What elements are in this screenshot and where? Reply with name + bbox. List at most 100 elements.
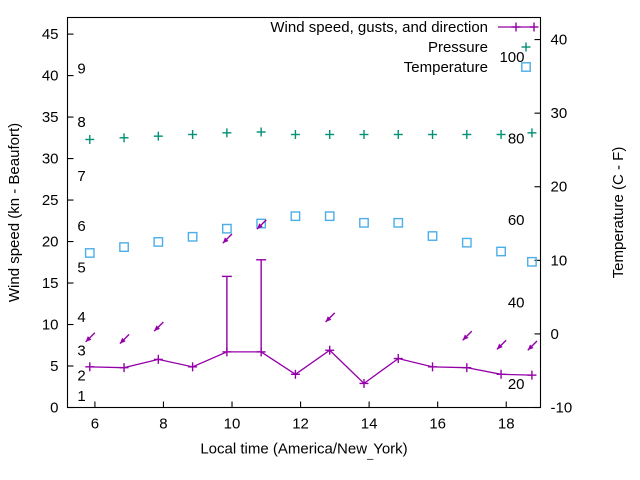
wind-direction-arrow	[119, 333, 130, 345]
x-axis-tick-label: 8	[159, 416, 167, 433]
pressure-marker	[359, 130, 369, 139]
temperature-marker	[461, 237, 472, 248]
pressure-marker	[222, 128, 232, 138]
temperature-marker	[359, 217, 369, 228]
beaufort-inner-label: 7	[77, 168, 85, 185]
fahrenheit-inner-label: 20	[508, 376, 525, 393]
temperature-marker	[527, 256, 537, 267]
fahrenheit-inner-label: 40	[508, 295, 525, 312]
legend-label: Temperature	[404, 59, 488, 76]
fahrenheit-inner-label: 80	[508, 130, 525, 147]
beaufort-inner-label: 9	[77, 60, 85, 77]
legend-sample-marker	[521, 42, 531, 52]
y2-axis-tick-label: 40	[551, 32, 568, 49]
wind-speed-marker	[428, 362, 438, 372]
wind-direction-arrow	[85, 332, 96, 343]
temperature-marker	[324, 211, 335, 222]
pressure-marker	[85, 134, 95, 144]
wind-speed-marker	[188, 362, 198, 372]
wind-speed-marker	[496, 369, 506, 379]
legend-sample-marker	[521, 62, 531, 72]
x-axis-tick-label: 6	[91, 416, 99, 433]
y2-axis-tick-label: 10	[551, 252, 568, 269]
pressure-marker	[393, 130, 403, 139]
wind-speed-marker	[359, 378, 369, 388]
pressure-marker	[428, 130, 438, 139]
temperature-marker	[119, 242, 129, 252]
wind-speed-marker	[119, 363, 129, 373]
y2-axis-title: Temperature (C - F)	[610, 147, 627, 279]
y2-axis-tick-label: 30	[551, 105, 568, 122]
legend-sample-marker	[511, 22, 521, 32]
beaufort-inner-label: 6	[77, 218, 85, 235]
wind-speed-marker	[153, 354, 163, 364]
legend-label: Pressure	[428, 39, 488, 56]
y-axis-tick-label: 0	[50, 400, 58, 417]
pressure-marker	[527, 128, 537, 138]
y-axis-tick-label: 20	[42, 234, 59, 251]
pressure-marker	[256, 127, 266, 137]
x-axis-title: Local time (America/New_York)	[200, 441, 407, 461]
y2-axis-tick-label: 0	[551, 326, 559, 343]
pressure-marker	[325, 130, 335, 139]
x-axis-tick-label: 18	[498, 416, 515, 433]
y-axis-tick-label: 40	[42, 68, 59, 85]
temperature-marker	[153, 237, 164, 247]
temperature-marker	[187, 231, 198, 242]
wind-speed-marker	[527, 370, 537, 380]
wind-direction-arrow	[153, 321, 164, 332]
temperature-marker	[393, 217, 404, 228]
wind-direction-arrow	[496, 339, 507, 350]
pressure-marker	[153, 131, 163, 141]
fahrenheit-inner-label: 100	[499, 49, 524, 66]
wind-speed-marker	[85, 362, 95, 372]
y2-axis-tick-label: -10	[551, 400, 573, 417]
wind-direction-arrow	[256, 219, 267, 230]
x-axis-tick-label: 16	[429, 416, 446, 433]
wind-direction-arrow	[527, 340, 538, 351]
temperature-marker	[496, 246, 506, 257]
pressure-marker	[119, 133, 129, 143]
wind-speed-line	[89, 349, 532, 385]
wind-speed-marker	[222, 347, 232, 357]
wind-direction-arrow	[462, 330, 473, 341]
wind-direction-arrow	[325, 312, 336, 323]
x-axis-tick-label: 14	[361, 416, 378, 433]
x-axis-tick-label: 12	[292, 416, 309, 433]
beaufort-inner-label: 2	[77, 367, 85, 384]
temperature-marker	[256, 218, 267, 229]
beaufort-inner-label: 4	[77, 309, 85, 326]
legend-label: Wind speed, gusts, and direction	[270, 19, 488, 36]
y-axis-title: Wind speed (kn - Beaufort)	[6, 123, 23, 302]
wind-speed-marker	[256, 347, 266, 357]
beaufort-inner-label: 1	[77, 388, 85, 405]
x-axis-tick-label: 10	[224, 416, 241, 433]
y-axis-tick-label: 45	[42, 26, 59, 43]
wind-speed-marker	[290, 369, 300, 379]
y-axis-tick-label: 35	[42, 109, 59, 126]
y-axis-tick-label: 5	[50, 358, 58, 375]
pressure-marker	[496, 130, 506, 139]
wind-speed-marker	[462, 363, 472, 373]
pressure-marker	[462, 130, 472, 139]
beaufort-inner-label: 3	[77, 342, 85, 359]
pressure-marker	[290, 130, 300, 139]
legend-sample-marker	[529, 22, 539, 32]
y2-axis-tick-label: 20	[551, 179, 568, 196]
y-axis-tick-label: 25	[42, 192, 59, 209]
y-axis-tick-label: 15	[42, 275, 59, 292]
wind-speed-marker	[325, 345, 335, 355]
wind-speed-marker	[393, 354, 403, 364]
beaufort-inner-label: 8	[77, 114, 85, 131]
plot-frame	[66, 16, 542, 409]
y-axis-tick-label: 10	[42, 317, 59, 334]
wind-direction-arrow	[222, 233, 233, 244]
temperature-marker	[427, 231, 438, 241]
fahrenheit-inner-label: 60	[508, 212, 525, 229]
temperature-marker	[221, 223, 232, 234]
temperature-marker	[84, 248, 95, 258]
y-axis-tick-label: 30	[42, 151, 59, 168]
pressure-marker	[188, 130, 198, 139]
